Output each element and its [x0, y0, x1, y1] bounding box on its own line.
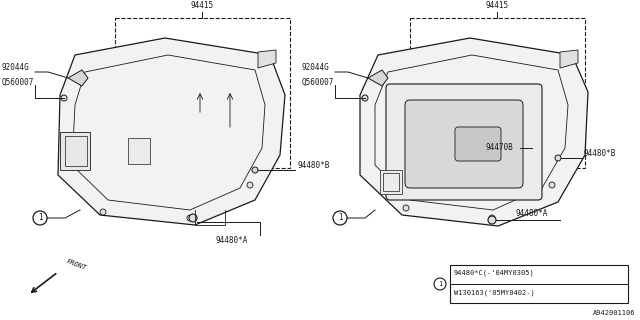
Bar	[128, 138, 150, 164]
FancyBboxPatch shape	[455, 127, 501, 161]
Circle shape	[189, 214, 197, 222]
Circle shape	[100, 209, 106, 215]
Circle shape	[187, 215, 193, 221]
Circle shape	[549, 182, 555, 188]
Polygon shape	[58, 38, 285, 225]
Bar	[383, 173, 399, 191]
Circle shape	[362, 95, 368, 101]
Circle shape	[247, 182, 253, 188]
Bar	[410, 18, 585, 168]
Text: 94480*B: 94480*B	[297, 162, 330, 171]
Text: W130163('05MY0402-): W130163('05MY0402-)	[454, 289, 535, 295]
Bar	[450, 265, 628, 303]
Text: Q560007: Q560007	[2, 77, 35, 86]
Text: 94470B: 94470B	[485, 143, 513, 153]
Circle shape	[333, 211, 347, 225]
Circle shape	[61, 95, 67, 101]
Circle shape	[33, 211, 47, 225]
Circle shape	[434, 278, 446, 290]
Text: 94415: 94415	[485, 1, 509, 10]
Text: 94480*C(-'04MY0305): 94480*C(-'04MY0305)	[454, 270, 535, 276]
Text: 94480*B: 94480*B	[584, 149, 616, 158]
Text: FRONT: FRONT	[65, 259, 87, 271]
Polygon shape	[68, 70, 88, 86]
Bar	[380, 170, 402, 194]
FancyBboxPatch shape	[386, 84, 542, 200]
Text: Q560007: Q560007	[302, 77, 334, 86]
Circle shape	[403, 205, 409, 211]
Text: 94480*A: 94480*A	[215, 236, 248, 245]
Polygon shape	[560, 50, 578, 68]
Polygon shape	[258, 50, 276, 68]
FancyBboxPatch shape	[405, 100, 523, 188]
Text: 94480*A: 94480*A	[515, 209, 547, 218]
Circle shape	[252, 167, 258, 173]
FancyBboxPatch shape	[60, 132, 90, 170]
Text: 92044G: 92044G	[302, 62, 330, 71]
Text: 94415: 94415	[191, 1, 214, 10]
Circle shape	[489, 215, 495, 221]
Text: 92044G: 92044G	[2, 62, 29, 71]
Circle shape	[488, 216, 496, 224]
Polygon shape	[360, 38, 588, 226]
Circle shape	[555, 155, 561, 161]
Text: 1: 1	[38, 213, 42, 222]
Text: 1: 1	[338, 213, 342, 222]
Polygon shape	[368, 70, 388, 86]
Text: A942001106: A942001106	[593, 310, 635, 316]
Text: 1: 1	[438, 281, 442, 287]
Bar	[115, 18, 290, 168]
